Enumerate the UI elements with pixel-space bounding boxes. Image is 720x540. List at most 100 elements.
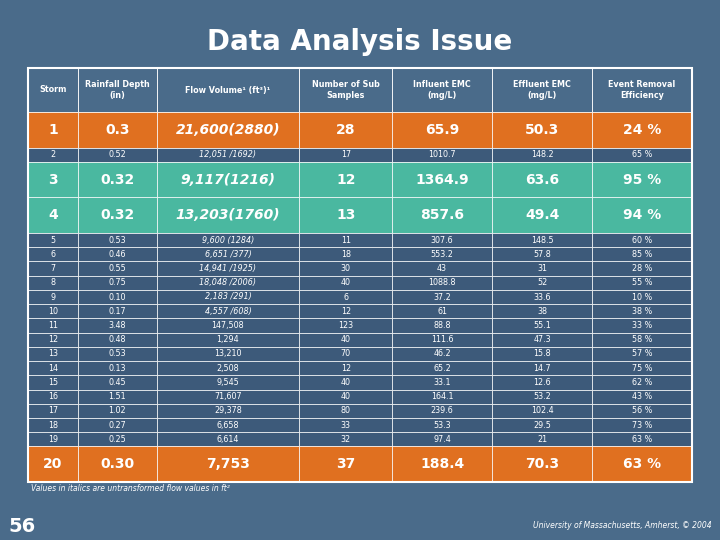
Text: Data Analysis Issue: Data Analysis Issue (207, 28, 513, 56)
Bar (492, 389, 592, 404)
Bar (592, 404, 692, 418)
Bar (78, 233, 156, 247)
Bar (156, 347, 300, 361)
Bar (78, 361, 156, 375)
Text: 13: 13 (336, 208, 356, 222)
Text: 53.2: 53.2 (534, 392, 551, 401)
Text: 18: 18 (48, 421, 58, 430)
Bar (78, 147, 156, 162)
Text: 20: 20 (43, 457, 63, 471)
Bar (156, 361, 300, 375)
Text: 65.9: 65.9 (425, 123, 459, 137)
Text: 49.4: 49.4 (525, 208, 559, 222)
Bar (392, 404, 492, 418)
Bar (78, 247, 156, 261)
Text: 1: 1 (48, 123, 58, 137)
Text: 18,048 /2006): 18,048 /2006) (199, 278, 256, 287)
Bar (392, 319, 492, 333)
Text: 10 %: 10 % (632, 293, 652, 301)
Bar (78, 347, 156, 361)
Bar (592, 432, 692, 447)
Bar (156, 275, 300, 290)
Text: 0.25: 0.25 (109, 435, 126, 444)
Bar (392, 418, 492, 432)
Text: 38 %: 38 % (632, 307, 652, 316)
Text: 63 %: 63 % (623, 457, 661, 471)
Text: 123: 123 (338, 321, 354, 330)
Bar (392, 68, 492, 112)
Bar (78, 68, 156, 112)
Bar (156, 304, 300, 319)
Text: 71,607: 71,607 (214, 392, 242, 401)
Bar (592, 147, 692, 162)
Bar (300, 233, 392, 247)
Text: 94 %: 94 % (623, 208, 661, 222)
Text: 52: 52 (537, 278, 547, 287)
Text: 0.13: 0.13 (109, 363, 126, 373)
Bar (156, 333, 300, 347)
Text: 85 %: 85 % (632, 250, 652, 259)
Text: 61: 61 (437, 307, 447, 316)
Text: 95 %: 95 % (623, 173, 661, 187)
Text: 16: 16 (48, 392, 58, 401)
Bar (300, 333, 392, 347)
Text: 1,294: 1,294 (217, 335, 239, 344)
Text: Number of Sub
Samples: Number of Sub Samples (312, 80, 379, 100)
Text: 56 %: 56 % (632, 406, 652, 415)
Text: 37.2: 37.2 (433, 293, 451, 301)
Text: 857.6: 857.6 (420, 208, 464, 222)
Text: 13,210: 13,210 (214, 349, 242, 359)
Bar (300, 389, 392, 404)
Text: Storm: Storm (40, 85, 67, 94)
Bar (492, 112, 592, 147)
Text: 70: 70 (341, 349, 351, 359)
Bar (492, 447, 592, 482)
Text: 56: 56 (8, 516, 35, 536)
Bar (28, 147, 78, 162)
Bar (392, 389, 492, 404)
Text: 12.6: 12.6 (534, 378, 551, 387)
Bar (156, 418, 300, 432)
Text: 13: 13 (48, 349, 58, 359)
Bar (28, 162, 78, 198)
Text: 70.3: 70.3 (525, 457, 559, 471)
Bar (392, 432, 492, 447)
Bar (592, 275, 692, 290)
Bar (492, 162, 592, 198)
Bar (592, 233, 692, 247)
Bar (492, 68, 592, 112)
Text: 0.53: 0.53 (109, 349, 126, 359)
Bar (156, 112, 300, 147)
Bar (392, 275, 492, 290)
Text: 21,600(2880): 21,600(2880) (176, 123, 280, 137)
Text: 1010.7: 1010.7 (428, 150, 456, 159)
Bar (156, 261, 300, 275)
Bar (592, 319, 692, 333)
Bar (156, 68, 300, 112)
Text: 50.3: 50.3 (525, 123, 559, 137)
Bar (592, 361, 692, 375)
Bar (78, 198, 156, 233)
Text: 62 %: 62 % (632, 378, 652, 387)
Bar (28, 447, 78, 482)
Bar (300, 162, 392, 198)
Text: 4,557 /608): 4,557 /608) (204, 307, 251, 316)
Text: 33.1: 33.1 (433, 378, 451, 387)
Text: Rainfall Depth
(in): Rainfall Depth (in) (85, 80, 150, 100)
Bar (78, 333, 156, 347)
Text: 53.3: 53.3 (433, 421, 451, 430)
Text: 1.02: 1.02 (109, 406, 126, 415)
Text: 0.27: 0.27 (109, 421, 126, 430)
Text: 147,508: 147,508 (212, 321, 244, 330)
Text: 8: 8 (50, 278, 55, 287)
Bar (300, 198, 392, 233)
Text: 14,941 /1925): 14,941 /1925) (199, 264, 256, 273)
Text: 0.53: 0.53 (109, 235, 126, 245)
Text: 24 %: 24 % (623, 123, 661, 137)
Bar (392, 162, 492, 198)
Bar (28, 404, 78, 418)
Bar (156, 389, 300, 404)
Bar (156, 447, 300, 482)
Bar (492, 375, 592, 389)
Text: 7,753: 7,753 (206, 457, 250, 471)
